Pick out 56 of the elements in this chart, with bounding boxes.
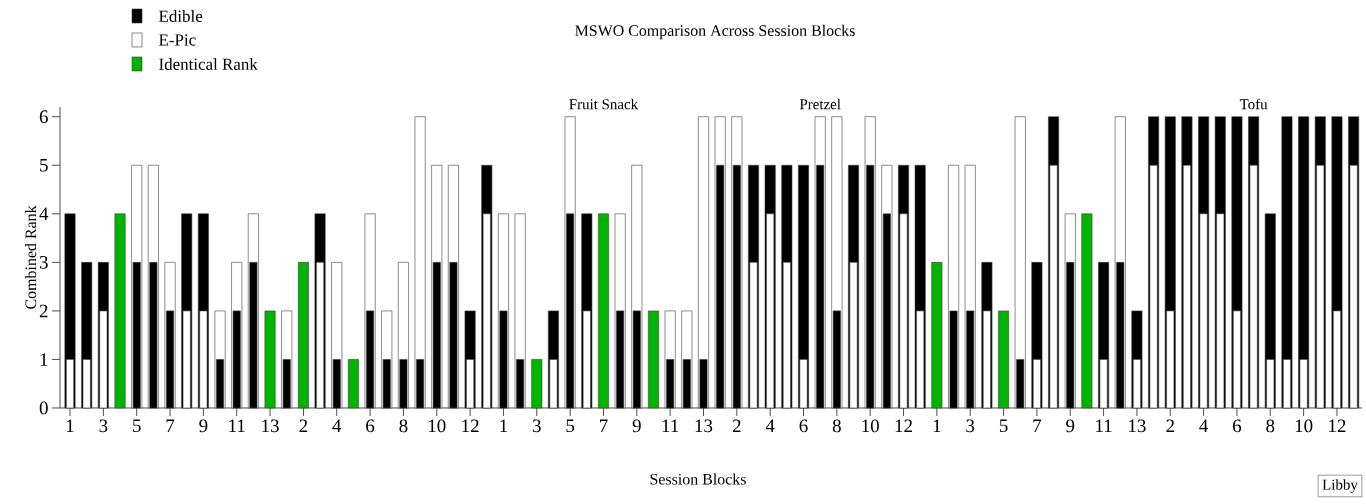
- x-tick-label: 7: [166, 419, 175, 432]
- x-tick-label: 8: [399, 419, 408, 433]
- x-tick-label: 10: [862, 419, 879, 433]
- x-tick-label: 3: [966, 419, 975, 433]
- y-tick-label: 5: [40, 158, 48, 172]
- x-tick-label: 2: [732, 419, 741, 433]
- text: Libby: [1322, 479, 1358, 493]
- legend-label: Identical Rank: [159, 58, 258, 70]
- y-tick-label: 1: [40, 353, 48, 366]
- x-tick-label: 12: [1329, 419, 1346, 433]
- x-tick-label: 10: [428, 419, 446, 433]
- x-tick-label: 3: [99, 419, 108, 433]
- x-tick-label: 11: [662, 419, 679, 432]
- x-tick-label: 13: [695, 419, 713, 433]
- x-tick-label: 5: [133, 419, 141, 433]
- x-tick-label: 6: [366, 419, 375, 433]
- x-tick-label: 2: [1166, 419, 1174, 433]
- x-tick-label: 12: [462, 419, 479, 433]
- y-axis-title: Combined Rank: [24, 205, 37, 309]
- annotation: Pretzel: [799, 98, 841, 110]
- x-tick-label: 8: [1266, 419, 1275, 433]
- annotation: Fruit Snack: [569, 98, 639, 110]
- chart-title: MSWO Comparison Across Session Blocks: [575, 24, 855, 40]
- x-tick-label: 13: [262, 419, 279, 433]
- x-tick-label: 5: [566, 419, 575, 433]
- x-tick-label: 8: [832, 419, 841, 433]
- x-tick-label: 4: [765, 419, 775, 432]
- y-tick-label: 4: [39, 207, 49, 221]
- x-tick-label: 10: [1295, 419, 1313, 433]
- x-axis-title: Session Blocks: [650, 473, 746, 485]
- y-tick-label: 0: [39, 401, 48, 415]
- x-tick-label: 12: [895, 419, 912, 433]
- y-tick-label: 6: [39, 110, 48, 124]
- x-tick-label: 1: [933, 419, 941, 432]
- x-tick-label: 7: [1033, 419, 1042, 432]
- x-tick-label: 4: [1199, 419, 1209, 432]
- legend-label: E-Pic: [159, 34, 196, 46]
- y-tick-label: 3: [39, 255, 48, 269]
- x-tick-label: 3: [532, 419, 541, 433]
- x-tick-label: 11: [1096, 419, 1112, 432]
- x-tick-label: 9: [199, 419, 208, 433]
- y-tick-label: 2: [39, 304, 48, 318]
- legend-label: Edible: [159, 10, 203, 22]
- x-tick-label: 6: [1233, 419, 1242, 433]
- x-tick-label: 9: [632, 419, 641, 433]
- x-tick-label: 5: [999, 419, 1008, 433]
- x-tick-label: 2: [299, 419, 308, 433]
- x-tick-label: 13: [1129, 419, 1146, 433]
- x-tick-label: 6: [799, 419, 808, 433]
- annotation: Tofu: [1239, 98, 1268, 110]
- x-tick-label: 7: [599, 419, 608, 432]
- x-tick-label: 4: [332, 419, 342, 432]
- x-tick-label: 9: [1066, 419, 1075, 433]
- x-tick-label: 1: [66, 419, 74, 432]
- x-tick-label: 1: [500, 419, 508, 432]
- x-tick-label: 11: [229, 419, 245, 432]
